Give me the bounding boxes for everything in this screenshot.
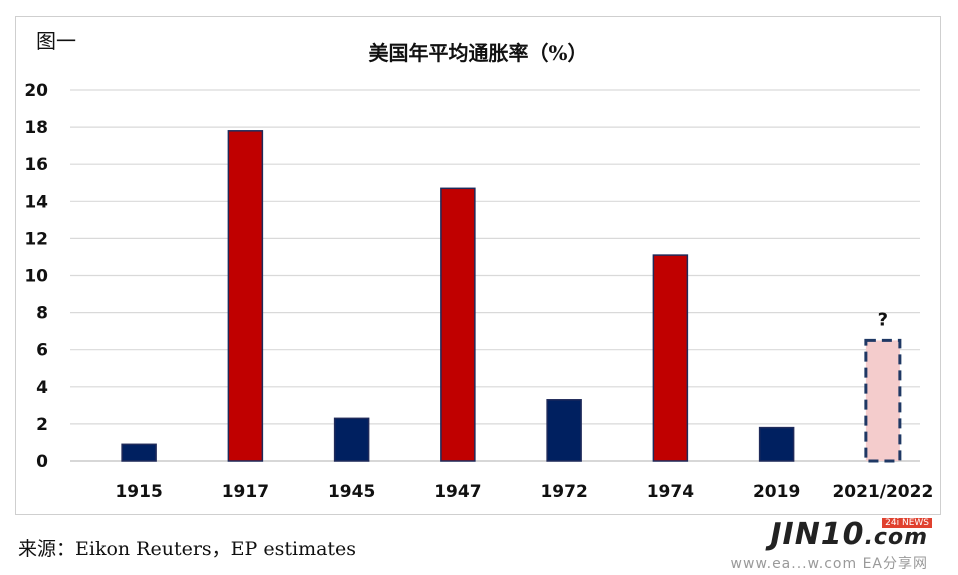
source-note: 来源：Eikon Reuters，EP estimates bbox=[18, 538, 357, 560]
x-tick-label: 2021/2022 bbox=[832, 482, 933, 502]
watermark-badge: 24i NEWS bbox=[882, 518, 932, 528]
bar-1972 bbox=[546, 399, 582, 462]
watermark-site: www.ea...w.com EA分享网 bbox=[730, 556, 928, 572]
bar-1915 bbox=[121, 443, 157, 462]
x-tick-label: 1947 bbox=[434, 482, 481, 502]
y-tick-label: 6 bbox=[36, 341, 48, 361]
grid-lines bbox=[70, 89, 920, 462]
y-tick-label: 18 bbox=[24, 118, 48, 138]
y-tick-label: 2 bbox=[36, 415, 48, 435]
y-tick-label: 10 bbox=[24, 267, 48, 287]
figure-label: 图一 bbox=[36, 29, 76, 53]
y-tick-label: 8 bbox=[36, 304, 48, 324]
x-tick-label: 1945 bbox=[328, 482, 375, 502]
chart-title: 美国年平均通胀率（%） bbox=[368, 41, 588, 65]
bar-1947 bbox=[440, 187, 476, 462]
y-tick-label: 16 bbox=[24, 155, 48, 175]
bar-2019 bbox=[758, 426, 795, 462]
x-tick-label: 1972 bbox=[540, 482, 587, 502]
watermark-logo: JIN10.com 24i NEWS www.ea...w.com EA分享网 bbox=[730, 517, 932, 573]
y-tick-label: 0 bbox=[36, 452, 48, 472]
y-tick-label: 4 bbox=[36, 378, 48, 398]
bar-1945 bbox=[333, 417, 370, 462]
bar-2021/2022 bbox=[864, 338, 902, 463]
y-tick-label: 14 bbox=[24, 192, 48, 212]
x-tick-label: 1915 bbox=[115, 482, 162, 502]
bar-1917 bbox=[227, 130, 264, 462]
x-tick-label: 2019 bbox=[753, 482, 800, 502]
bar-1974 bbox=[652, 254, 689, 462]
annotation-label: ? bbox=[878, 309, 888, 330]
x-axis-ticks: 1915 1917 1945 1947 1972 1974 2019 2021/2022 bbox=[115, 482, 933, 502]
x-tick-label: 1917 bbox=[222, 482, 269, 502]
y-tick-label: 20 bbox=[24, 81, 48, 101]
x-tick-label: 1974 bbox=[647, 482, 694, 502]
y-axis-ticks: 0 2 4 6 8 10 12 14 16 18 20 bbox=[24, 81, 48, 472]
bars bbox=[121, 130, 902, 463]
annotations: ? bbox=[878, 309, 888, 330]
watermark-brand: JIN10.com bbox=[770, 517, 928, 552]
y-tick-label: 12 bbox=[24, 229, 48, 249]
